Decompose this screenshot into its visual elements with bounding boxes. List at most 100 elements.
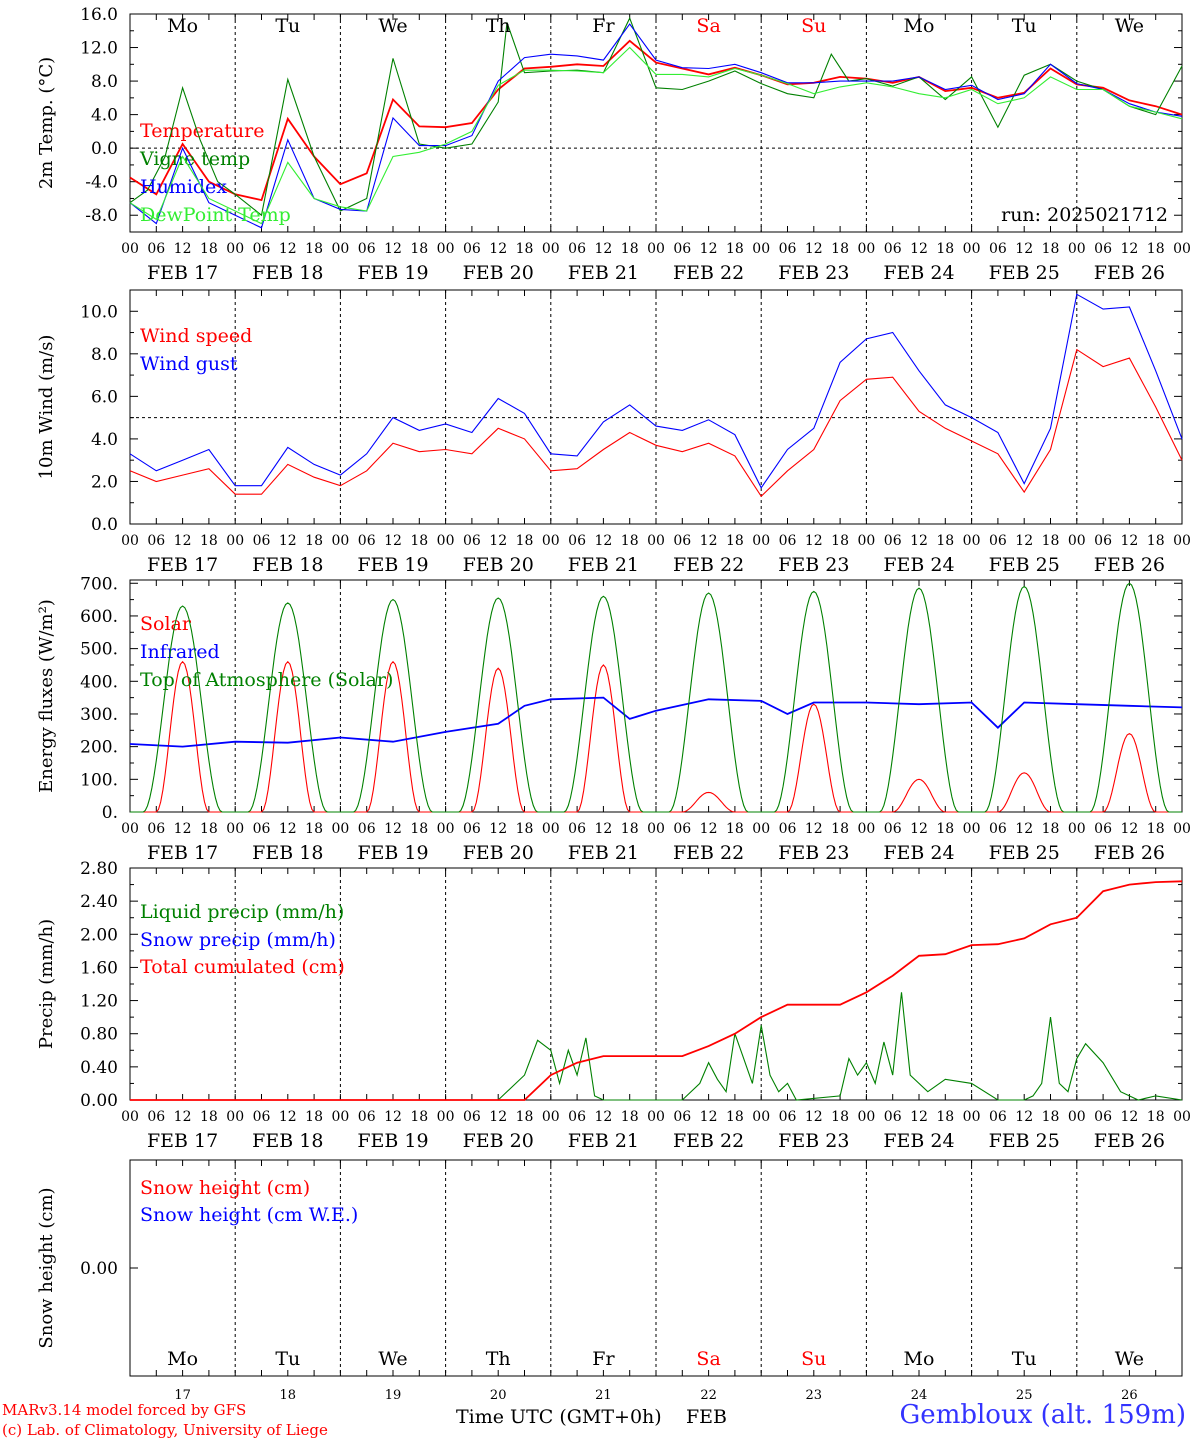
wind-hour-label: 00 [647, 533, 665, 549]
wind-legend-entry: Wind gust [140, 353, 238, 375]
energy-hour-label: 00 [226, 821, 244, 837]
precip-hour-label: 06 [147, 1109, 165, 1125]
energy-date-label: FEB 21 [568, 842, 639, 864]
precip-hour-label: 00 [963, 1109, 981, 1125]
precip-y-tick-label: 0.40 [80, 1058, 118, 1078]
precip-hour-label: 18 [1042, 1109, 1060, 1125]
temp-hour-label: 06 [989, 241, 1007, 257]
energy-y-tick-label: 200. [80, 738, 118, 758]
wind-hour-label: 12 [384, 533, 402, 549]
day-number-label: 24 [911, 1388, 928, 1403]
wind-hour-label: 00 [542, 533, 560, 549]
temp-date-label: FEB 17 [147, 262, 218, 284]
temp-hour-label: 00 [331, 241, 349, 257]
temp-y-tick-label: 0.0 [91, 139, 118, 159]
temp-hour-label: 12 [489, 241, 507, 257]
precip-hour-label: 00 [1173, 1109, 1191, 1125]
energy-hour-label: 06 [463, 821, 481, 837]
wind-hour-label: 06 [884, 533, 902, 549]
x-axis-month: FEB [686, 1406, 728, 1428]
temp-hour-label: 18 [831, 241, 849, 257]
energy-y-tick-label: 400. [80, 672, 118, 692]
day-number-label: 20 [490, 1388, 507, 1403]
precip-hour-label: 18 [1147, 1109, 1165, 1125]
wind-y-tick-label: 8.0 [91, 345, 118, 365]
precip-date-label: FEB 21 [568, 1130, 639, 1152]
precip-date-label: FEB 24 [883, 1130, 954, 1152]
temp-series-line [129, 16, 1183, 217]
wind-date-label: FEB 23 [778, 554, 849, 576]
precip-hour-label: 18 [831, 1109, 849, 1125]
wind-hour-label: 12 [279, 533, 297, 549]
snow-legend-entry: Snow height (cm W.E.) [140, 1204, 358, 1226]
day-number-label: 26 [1121, 1388, 1138, 1403]
temp-date-label: FEB 22 [673, 262, 744, 284]
energy-hour-label: 06 [989, 821, 1007, 837]
temp-y-axis-label: 2m Temp. (°C) [36, 57, 57, 189]
wind-date-label: FEB 22 [673, 554, 744, 576]
precip-hour-label: 06 [253, 1109, 271, 1125]
precip-hour-label: 18 [726, 1109, 744, 1125]
energy-date-label: FEB 17 [147, 842, 218, 864]
precip-date-label: FEB 26 [1094, 1130, 1165, 1152]
wind-date-label: FEB 18 [252, 554, 323, 576]
energy-legend-entry: Solar [140, 613, 192, 635]
energy-hour-label: 12 [1015, 821, 1033, 837]
energy-hour-label: 12 [279, 821, 297, 837]
precip-series-line [130, 992, 1183, 1101]
precip-y-tick-label: 0.80 [80, 1025, 118, 1045]
temp-hour-label: 00 [1173, 241, 1191, 257]
precip-date-label: FEB 22 [673, 1130, 744, 1152]
temp-date-label: FEB 20 [463, 262, 534, 284]
temp-hour-label: 06 [463, 241, 481, 257]
precip-hour-label: 06 [884, 1109, 902, 1125]
temp-hour-label: 06 [147, 241, 165, 257]
precip-hour-label: 00 [1068, 1109, 1086, 1125]
wind-hour-label: 18 [936, 533, 954, 549]
weekday-label-top: Tu [275, 15, 300, 37]
precip-hour-label: 12 [594, 1109, 612, 1125]
energy-hour-label: 00 [1068, 821, 1086, 837]
energy-legend-entry: Top of Atmosphere (Solar) [140, 669, 393, 691]
temp-hour-label: 12 [594, 241, 612, 257]
wind-date-label: FEB 21 [568, 554, 639, 576]
energy-y-axis-label: Energy fluxes (W/m²) [36, 599, 57, 793]
wind-hour-label: 06 [147, 533, 165, 549]
precip-y-tick-label: 2.80 [80, 859, 118, 879]
energy-hour-label: 12 [700, 821, 718, 837]
wind-date-label: FEB 19 [357, 554, 428, 576]
precip-hour-label: 00 [857, 1109, 875, 1125]
wind-y-tick-label: 10.0 [80, 302, 118, 322]
wind-series-line [129, 293, 1183, 489]
temp-hour-label: 18 [621, 241, 639, 257]
weekday-label-bottom: Mo [167, 1348, 198, 1370]
day-number-label: 18 [280, 1388, 297, 1403]
credit-line-1: MARv3.14 model forced by GFS [2, 1401, 247, 1419]
precip-hour-label: 06 [779, 1109, 797, 1125]
energy-hour-label: 18 [410, 821, 428, 837]
temp-date-label: FEB 26 [1094, 262, 1165, 284]
wind-hour-label: 06 [673, 533, 691, 549]
energy-hour-label: 06 [1094, 821, 1112, 837]
precip-hour-label: 12 [700, 1109, 718, 1125]
temp-hour-label: 12 [384, 241, 402, 257]
energy-y-tick-label: 0. [102, 803, 118, 823]
precip-hour-label: 00 [752, 1109, 770, 1125]
energy-hour-label: 12 [1120, 821, 1138, 837]
temp-date-label: FEB 21 [568, 262, 639, 284]
precip-series-line [130, 880, 1183, 1101]
weekday-label-top: Sa [696, 15, 720, 37]
precip-hour-label: 18 [200, 1109, 218, 1125]
temp-hour-label: 12 [910, 241, 928, 257]
temp-y-tick-label: 16.0 [80, 5, 118, 25]
weekday-label-bottom: Sa [696, 1348, 720, 1370]
precip-hour-label: 00 [331, 1109, 349, 1125]
wind-hour-label: 12 [594, 533, 612, 549]
precip-hour-label: 00 [121, 1109, 139, 1125]
energy-hour-label: 18 [305, 821, 323, 837]
precip-date-label: FEB 18 [252, 1130, 323, 1152]
wind-hour-label: 18 [621, 533, 639, 549]
day-number-label: 25 [1016, 1388, 1033, 1403]
wind-hour-label: 00 [857, 533, 875, 549]
temp-date-label: FEB 24 [883, 262, 954, 284]
